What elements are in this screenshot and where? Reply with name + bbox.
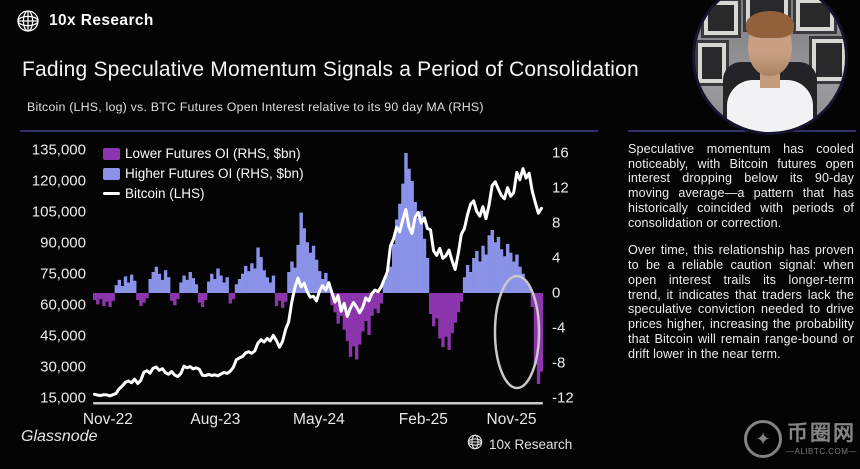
speaker-shirt bbox=[727, 80, 813, 132]
lhs-tick-label: 30,000 bbox=[40, 358, 86, 376]
lhs-tick-label: 75,000 bbox=[40, 265, 86, 283]
x-axis-line bbox=[93, 402, 543, 405]
legend-item-lower-oi: Lower Futures OI (RHS, $bn) bbox=[103, 145, 304, 162]
brand-name: 10x Research bbox=[49, 12, 154, 29]
picture-frame bbox=[793, 0, 837, 34]
oi-bars bbox=[93, 153, 543, 384]
lhs-tick-label: 45,000 bbox=[40, 327, 86, 345]
chart-plot bbox=[93, 153, 543, 405]
webcam-video-circle bbox=[695, 0, 845, 132]
legend-swatch-line bbox=[103, 192, 120, 195]
site-watermark: ✦ 币圈网 —ALIBTC.COM— bbox=[744, 420, 857, 458]
chart-top-rule bbox=[20, 130, 598, 132]
rhs-tick-label: -12 bbox=[552, 389, 574, 407]
legend-label: Bitcoin (LHS) bbox=[125, 186, 205, 201]
rhs-tick-label: 8 bbox=[552, 214, 561, 232]
commentary-paragraph-1: Speculative momentum has cooled noticeab… bbox=[628, 142, 854, 230]
rhs-tick-label: 0 bbox=[552, 284, 561, 302]
rhs-tick-label: 12 bbox=[552, 179, 569, 197]
rhs-tick-label: 4 bbox=[552, 249, 561, 267]
lhs-tick-label: 15,000 bbox=[40, 389, 86, 407]
slide-title: Fading Speculative Momentum Signals a Pe… bbox=[22, 58, 639, 81]
watermark-logo-icon: ✦ bbox=[744, 420, 782, 458]
watermark-site-name: 币圈网 bbox=[786, 421, 856, 445]
x-tick-label: Nov-22 bbox=[82, 411, 133, 428]
legend-label: Lower Futures OI (RHS, $bn) bbox=[125, 146, 301, 161]
x-tick-label: Nov-25 bbox=[486, 411, 537, 428]
lhs-tick-label: 105,000 bbox=[31, 203, 86, 221]
slide-subtitle: Bitcoin (LHS, log) vs. BTC Futures Open … bbox=[27, 100, 484, 114]
highlight-ellipse bbox=[493, 274, 541, 390]
footer-brand: 10x Research bbox=[467, 434, 572, 455]
header-brand: 10x Research bbox=[16, 9, 154, 33]
commentary-paragraph-2: Over time, this relationship has proven … bbox=[628, 243, 854, 361]
rhs-tick-label: 16 bbox=[552, 144, 569, 162]
lhs-tick-label: 120,000 bbox=[31, 172, 86, 190]
globe-logo-icon bbox=[16, 9, 40, 33]
rhs-tick-label: -4 bbox=[552, 319, 566, 337]
lhs-tick-label: 90,000 bbox=[40, 234, 86, 252]
footer-brand-name: 10x Research bbox=[489, 437, 573, 452]
bitcoin-line bbox=[93, 167, 543, 398]
watermark-site-url: —ALIBTC.COM— bbox=[786, 446, 857, 456]
legend-swatch-blue bbox=[103, 167, 120, 180]
legend-label: Higher Futures OI (RHS, $bn) bbox=[125, 166, 304, 181]
legend-item-bitcoin: Bitcoin (LHS) bbox=[103, 185, 304, 202]
data-source-label: Glassnode bbox=[21, 428, 98, 445]
rhs-tick-label: -8 bbox=[552, 354, 566, 372]
legend-swatch-purple bbox=[103, 147, 120, 160]
lhs-tick-label: 135,000 bbox=[31, 141, 86, 159]
x-tick-label: Feb-25 bbox=[398, 411, 448, 428]
speaker-hair bbox=[746, 11, 794, 38]
globe-logo-icon bbox=[467, 434, 483, 455]
lhs-tick-label: 60,000 bbox=[40, 296, 86, 314]
picture-frame bbox=[701, 0, 741, 38]
x-tick-label: May-24 bbox=[293, 411, 345, 428]
x-tick-label: Aug-23 bbox=[190, 411, 241, 428]
chart-legend: Lower Futures OI (RHS, $bn) Higher Futur… bbox=[103, 145, 304, 202]
legend-item-higher-oi: Higher Futures OI (RHS, $bn) bbox=[103, 165, 304, 182]
commentary-panel: Speculative momentum has cooled noticeab… bbox=[628, 142, 854, 374]
